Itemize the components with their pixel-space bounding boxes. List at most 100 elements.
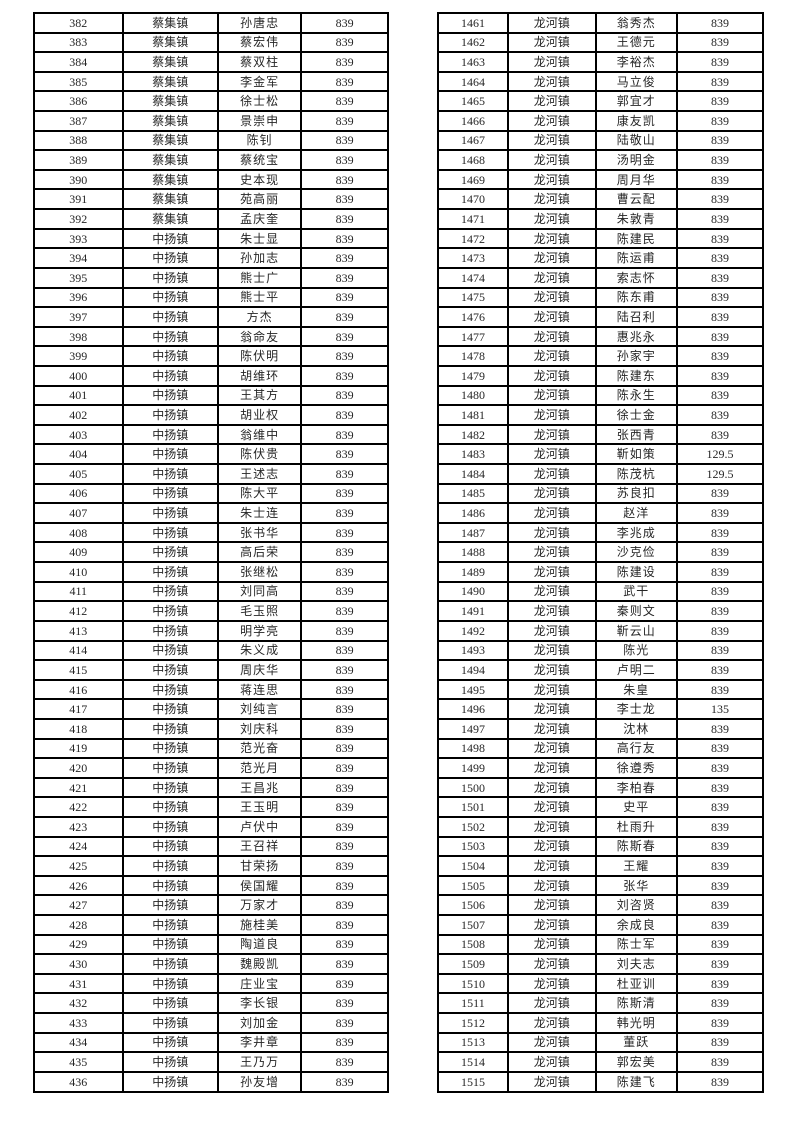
amount-cell: 839: [300, 1070, 389, 1094]
town-cell: 中扬镇: [121, 286, 220, 309]
table-row: 1471 龙河镇 朱敦青 839: [437, 208, 765, 230]
person-name-cell: 苑高丽: [217, 188, 303, 211]
person-name-cell: 孟庆奎: [217, 208, 303, 230]
town-cell: 龙河镇: [506, 855, 597, 877]
serial-number-cell: 390: [33, 168, 124, 191]
town-cell: 蔡集镇: [121, 31, 220, 54]
serial-number-cell: 404: [33, 443, 124, 465]
person-name-cell: 王昌兆: [217, 776, 303, 799]
town-cell: 中扬镇: [121, 600, 220, 622]
person-name-cell: 张继松: [217, 561, 303, 583]
person-name-cell: 王德元: [594, 31, 678, 54]
table-row: 428 中扬镇 施桂美 839: [33, 914, 389, 936]
person-name-cell: 秦则文: [594, 600, 678, 622]
person-name-cell: 靳云山: [594, 619, 678, 642]
amount-cell: 839: [300, 678, 389, 701]
serial-number-cell: 392: [33, 208, 124, 230]
serial-number-cell: 1476: [437, 306, 509, 328]
town-cell: 龙河镇: [506, 717, 597, 740]
town-cell: 中扬镇: [121, 776, 220, 799]
person-name-cell: 陈斯清: [594, 992, 678, 1015]
person-name-cell: 景崇申: [217, 110, 303, 132]
table-row: 432 中扬镇 李长银 839: [33, 992, 389, 1015]
person-name-cell: 徐士松: [217, 90, 303, 113]
amount-cell: 839: [675, 992, 765, 1015]
person-name-cell: 王召祥: [217, 835, 303, 858]
person-name-cell: 赵洋: [594, 502, 678, 524]
serial-number-cell: 417: [33, 698, 124, 720]
person-name-cell: 王其方: [217, 384, 303, 407]
person-name-cell: 沈林: [594, 717, 678, 740]
person-name-cell: 朱敦青: [594, 208, 678, 230]
serial-number-cell: 1485: [437, 482, 509, 505]
amount-cell: 839: [675, 364, 765, 387]
town-cell: 龙河镇: [506, 953, 597, 975]
serial-number-cell: 421: [33, 776, 124, 799]
person-name-cell: 方杰: [217, 306, 303, 328]
town-cell: 龙河镇: [506, 914, 597, 936]
serial-number-cell: 408: [33, 521, 124, 544]
table-row: 1504 龙河镇 王耀 839: [437, 855, 765, 877]
serial-number-cell: 1498: [437, 737, 509, 760]
town-cell: 中扬镇: [121, 698, 220, 720]
table-row: 1494 龙河镇 卢明二 839: [437, 659, 765, 681]
table-row: 419 中扬镇 范光奋 839: [33, 737, 389, 760]
serial-number-cell: 1509: [437, 953, 509, 975]
amount-cell: 839: [300, 580, 389, 603]
amount-cell: 839: [300, 619, 389, 642]
town-cell: 中扬镇: [121, 384, 220, 407]
person-name-cell: 陈东甫: [594, 286, 678, 309]
amount-cell: 839: [300, 208, 389, 230]
person-name-cell: 李柏春: [594, 776, 678, 799]
amount-cell: 839: [300, 70, 389, 93]
amount-cell: 839: [300, 639, 389, 662]
town-cell: 中扬镇: [121, 835, 220, 858]
serial-number-cell: 1464: [437, 70, 509, 93]
town-cell: 中扬镇: [121, 482, 220, 505]
town-cell: 龙河镇: [506, 364, 597, 387]
person-name-cell: 王耀: [594, 855, 678, 877]
serial-number-cell: 1484: [437, 463, 509, 485]
town-cell: 中扬镇: [121, 717, 220, 740]
town-cell: 龙河镇: [506, 1031, 597, 1054]
amount-cell: 839: [675, 188, 765, 211]
person-name-cell: 陈建民: [594, 227, 678, 250]
town-cell: 中扬镇: [121, 247, 220, 269]
table-row: 400 中扬镇 胡维环 839: [33, 364, 389, 387]
town-cell: 龙河镇: [506, 306, 597, 328]
serial-number-cell: 1475: [437, 286, 509, 309]
table-row: 1483 龙河镇 靳如策 129.5: [437, 443, 765, 465]
table-row: 1505 龙河镇 张华 839: [437, 874, 765, 897]
town-cell: 龙河镇: [506, 286, 597, 309]
table-row: 1488 龙河镇 沙克俭 839: [437, 541, 765, 564]
person-name-cell: 李兆成: [594, 521, 678, 544]
town-cell: 中扬镇: [121, 737, 220, 760]
amount-cell: 839: [300, 835, 389, 858]
town-cell: 龙河镇: [506, 129, 597, 152]
table-row: 1467 龙河镇 陆敬山 839: [437, 129, 765, 152]
serial-number-cell: 1473: [437, 247, 509, 269]
table-row: 1503 龙河镇 陈斯春 839: [437, 835, 765, 858]
serial-number-cell: 414: [33, 639, 124, 662]
amount-cell: 839: [675, 678, 765, 701]
person-name-cell: 范光月: [217, 757, 303, 779]
town-cell: 蔡集镇: [121, 208, 220, 230]
serial-number-cell: 388: [33, 129, 124, 152]
table-row: 1495 龙河镇 朱皇 839: [437, 678, 765, 701]
person-name-cell: 马立俊: [594, 70, 678, 93]
town-cell: 龙河镇: [506, 933, 597, 956]
person-name-cell: 陈光: [594, 639, 678, 662]
amount-cell: 839: [675, 404, 765, 426]
town-cell: 龙河镇: [506, 31, 597, 54]
serial-number-cell: 427: [33, 894, 124, 917]
serial-number-cell: 1505: [437, 874, 509, 897]
person-name-cell: 翁秀杰: [594, 12, 678, 34]
table-row: 423 中扬镇 卢伏中 839: [33, 816, 389, 838]
person-name-cell: 卢明二: [594, 659, 678, 681]
town-cell: 中扬镇: [121, 855, 220, 877]
person-name-cell: 胡业权: [217, 404, 303, 426]
town-cell: 中扬镇: [121, 992, 220, 1015]
table-row: 431 中扬镇 庄业宝 839: [33, 972, 389, 995]
amount-cell: 839: [300, 502, 389, 524]
town-cell: 龙河镇: [506, 51, 597, 73]
